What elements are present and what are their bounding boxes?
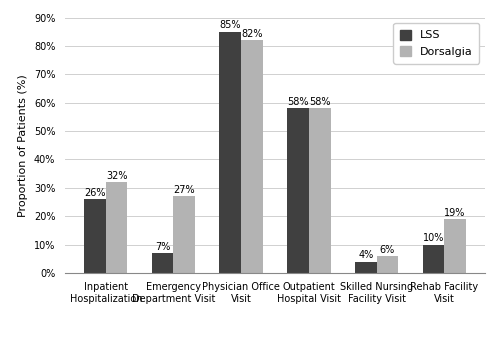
Y-axis label: Proportion of Patients (%): Proportion of Patients (%): [18, 74, 28, 217]
Text: 85%: 85%: [220, 20, 241, 30]
Bar: [355, 262, 376, 273]
Bar: [152, 253, 174, 273]
Text: 32%: 32%: [106, 171, 128, 181]
Text: 7%: 7%: [155, 242, 170, 252]
Bar: [309, 108, 330, 273]
Bar: [241, 40, 263, 273]
Text: 6%: 6%: [380, 245, 395, 254]
Text: 26%: 26%: [84, 188, 106, 198]
Text: 58%: 58%: [309, 97, 330, 107]
Bar: [106, 182, 128, 273]
Text: 4%: 4%: [358, 250, 374, 260]
Bar: [84, 199, 106, 273]
Legend: LSS, Dorsalgia: LSS, Dorsalgia: [394, 23, 480, 63]
Bar: [422, 245, 444, 273]
Bar: [376, 256, 398, 273]
Bar: [444, 219, 466, 273]
Text: 19%: 19%: [444, 208, 466, 218]
Text: 58%: 58%: [288, 97, 309, 107]
Text: 27%: 27%: [174, 185, 195, 195]
Bar: [174, 196, 195, 273]
Bar: [287, 108, 309, 273]
Bar: [220, 32, 241, 273]
Text: 10%: 10%: [422, 233, 444, 243]
Text: 82%: 82%: [241, 29, 262, 39]
